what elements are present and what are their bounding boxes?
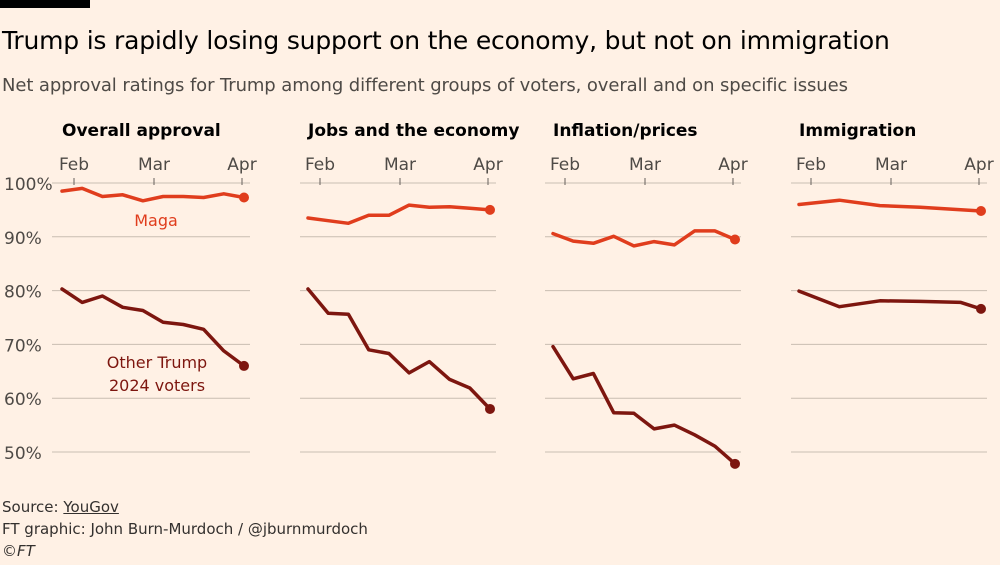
source-link[interactable]: YouGov [63, 498, 119, 516]
graphic-credit: FT graphic: John Burn-Murdoch / @jburnmu… [2, 520, 368, 538]
series-line-other [60, 287, 246, 368]
panel-title: Immigration [799, 121, 916, 141]
x-tick-label: Apr [227, 155, 256, 175]
series-line-maga [551, 229, 737, 248]
endpoint-dot-maga [239, 192, 249, 203]
x-tick-label: Apr [964, 155, 993, 175]
footer-notes: Source: YouGov FT graphic: John Burn-Mur… [2, 496, 368, 562]
series-label-maga: Maga [134, 211, 178, 230]
y-tick-label: 80% [4, 283, 42, 303]
endpoint-dot-maga [730, 234, 740, 245]
y-tick-label: 60% [4, 390, 42, 410]
y-tick-label: 70% [4, 336, 42, 356]
series-line-other [306, 287, 492, 411]
panel-title: Inflation/prices [553, 121, 698, 141]
source-line: Source: YouGov [2, 496, 368, 518]
chart-subtitle: Net approval ratings for Trump among dif… [2, 75, 848, 96]
series-label-other-line2: 2024 voters [109, 376, 205, 395]
copyright: ©FT [2, 542, 35, 560]
series-line-other [551, 344, 737, 466]
x-tick-label: Feb [305, 155, 335, 175]
x-tick-label: Apr [718, 155, 747, 175]
series-line-other [797, 289, 983, 311]
panel-title: Overall approval [62, 121, 221, 141]
x-tick-label: Mar [629, 155, 661, 175]
ft-top-bar [0, 0, 90, 8]
y-tick-label: 100% [4, 175, 53, 195]
x-tick-label: Mar [138, 155, 170, 175]
endpoint-dot-other [976, 303, 986, 314]
endpoint-dot-maga [976, 205, 986, 216]
chart-title: Trump is rapidly losing support on the e… [2, 26, 890, 55]
x-tick-label: Mar [875, 155, 907, 175]
x-tick-label: Mar [384, 155, 416, 175]
panel-title: Jobs and the economy [307, 121, 519, 141]
endpoint-dot-maga [485, 204, 495, 215]
x-tick-label: Feb [59, 155, 89, 175]
endpoint-dot-other [485, 403, 495, 414]
x-tick-label: Apr [473, 155, 502, 175]
x-tick-label: Feb [796, 155, 826, 175]
series-label-other-line1: Other Trump [107, 353, 207, 372]
y-tick-label: 90% [4, 229, 42, 249]
x-tick-label: Feb [550, 155, 580, 175]
series-line-maga [306, 203, 492, 226]
endpoint-dot-other [730, 458, 740, 469]
series-line-maga [797, 198, 983, 213]
source-prefix: Source: [2, 498, 64, 516]
series-line-maga [60, 186, 246, 203]
y-tick-label: 50% [4, 444, 42, 464]
endpoint-dot-other [239, 360, 249, 371]
